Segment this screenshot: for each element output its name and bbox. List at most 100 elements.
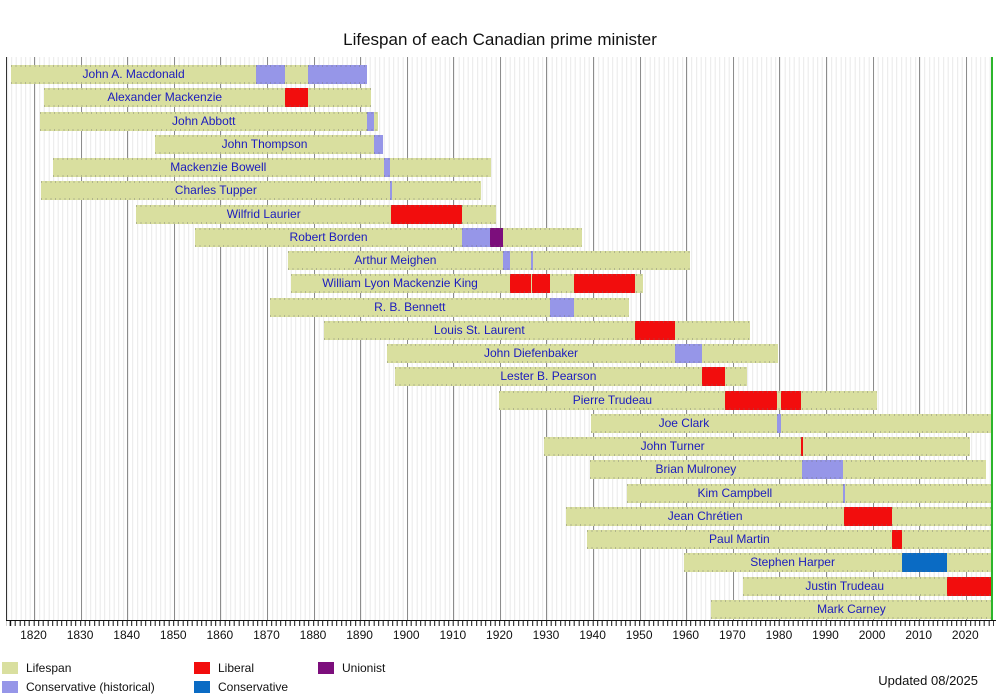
term-bar-conservative_historical bbox=[374, 134, 384, 154]
pm-name-label: Robert Borden bbox=[289, 229, 368, 244]
term-bar-liberal bbox=[946, 576, 992, 596]
lifespan-bar bbox=[323, 320, 750, 340]
term-bar-conservative_historical bbox=[390, 181, 393, 201]
lifespan-bar bbox=[587, 530, 992, 550]
pm-name-label: Arthur Meighen bbox=[354, 253, 437, 268]
x-axis-tick-label: 1880 bbox=[299, 628, 327, 642]
decade-gridline bbox=[965, 57, 967, 620]
x-axis-tick-label: 2000 bbox=[858, 628, 886, 642]
term-bar-liberal bbox=[509, 274, 531, 294]
pm-name-label: Jean Chrétien bbox=[667, 508, 743, 523]
term-bar-liberal bbox=[891, 530, 902, 550]
decade-gridline bbox=[826, 57, 828, 620]
x-axis-tick-label: 1960 bbox=[672, 628, 700, 642]
lifespan-bar bbox=[589, 460, 986, 480]
x-axis-tick-label: 1970 bbox=[718, 628, 746, 642]
lifespan-bar bbox=[387, 344, 779, 364]
pm-name-label: R. B. Bennett bbox=[374, 299, 446, 314]
pm-row: Pierre Trudeau bbox=[7, 390, 994, 410]
x-axis-tick-label: 1940 bbox=[579, 628, 606, 642]
x-axis-tick-label: 1910 bbox=[439, 628, 467, 642]
pm-name-label: John Abbott bbox=[172, 113, 236, 128]
pm-row: Stephen Harper bbox=[7, 553, 994, 573]
term-bar-liberal bbox=[531, 274, 550, 294]
pm-row: Mark Carney bbox=[7, 599, 994, 619]
term-bar-conservative_historical bbox=[255, 65, 286, 84]
x-axis-tick-label: 1870 bbox=[253, 628, 280, 642]
pm-name-label: Justin Trudeau bbox=[805, 578, 885, 593]
decade-gridline bbox=[80, 57, 82, 620]
term-bar-liberal bbox=[780, 390, 801, 410]
lifespan-bar bbox=[269, 297, 629, 317]
legend-swatch-liberal bbox=[194, 662, 210, 674]
pm-name-label: Charles Tupper bbox=[174, 183, 257, 198]
lifespan-bar bbox=[290, 274, 643, 294]
lifespan-bar bbox=[499, 390, 877, 410]
x-axis-tick-label: 1850 bbox=[159, 628, 187, 642]
pm-row: Louis St. Laurent bbox=[7, 320, 994, 340]
term-bar-conservative_historical bbox=[461, 227, 491, 247]
pm-row: John Abbott bbox=[7, 111, 994, 131]
pm-name-label: Brian Mulroney bbox=[655, 462, 737, 477]
pm-name-label: Mackenzie Bowell bbox=[170, 160, 267, 175]
x-axis-tick-label: 1930 bbox=[532, 628, 560, 642]
pm-name-label: John Thompson bbox=[221, 136, 308, 151]
lifespan-bar bbox=[742, 576, 993, 596]
legend-swatch-conservative_historical bbox=[2, 681, 18, 693]
x-axis-tick-label: 1900 bbox=[392, 628, 420, 642]
decade-gridline bbox=[872, 57, 874, 620]
term-bar-liberal bbox=[844, 506, 892, 526]
pm-row: John A. Macdonald bbox=[7, 65, 994, 84]
pm-name-label: Pierre Trudeau bbox=[572, 392, 653, 407]
legend-label: Conservative (historical) bbox=[26, 680, 155, 694]
x-axis-tick-label: 1860 bbox=[206, 628, 234, 642]
pm-row: Lester B. Pearson bbox=[7, 367, 994, 387]
lifespan-bar bbox=[40, 111, 379, 131]
chart-title: Lifespan of each Canadian prime minister bbox=[343, 30, 657, 49]
term-bar-liberal bbox=[391, 204, 462, 224]
x-axis-tick-marks bbox=[6, 621, 994, 626]
pm-name-label: Wilfrid Laurier bbox=[226, 206, 301, 221]
x-axis-tick-label: 1950 bbox=[625, 628, 653, 642]
x-axis-tick-label: 2010 bbox=[905, 628, 933, 642]
pm-name-label: Lester B. Pearson bbox=[500, 369, 597, 384]
pm-row: Alexander Mackenzie bbox=[7, 88, 994, 108]
x-axis-tick-label: 1830 bbox=[66, 628, 94, 642]
pm-name-label: Louis St. Laurent bbox=[433, 322, 525, 337]
decade-gridline bbox=[919, 57, 921, 620]
current-date-line bbox=[990, 57, 993, 620]
decade-gridline bbox=[779, 57, 781, 620]
decade-gridline bbox=[313, 57, 315, 620]
legend-item-unionist: Unionist bbox=[318, 659, 385, 677]
x-axis-tick-label: 1920 bbox=[486, 628, 513, 642]
pm-row: R. B. Bennett bbox=[7, 297, 994, 317]
legend-swatch-conservative bbox=[194, 681, 210, 693]
term-bar-conservative_historical bbox=[530, 251, 533, 271]
pm-row: John Thompson bbox=[7, 134, 994, 154]
legend-item-lifespan: Lifespan bbox=[2, 659, 194, 677]
pm-row: John Diefenbaker bbox=[7, 344, 994, 364]
term-bar-conservative_historical bbox=[801, 460, 843, 480]
legend-label: Unionist bbox=[342, 661, 386, 675]
pm-name-label: John Diefenbaker bbox=[483, 346, 579, 361]
pm-row: Charles Tupper bbox=[7, 181, 994, 201]
pm-row: Kim Campbell bbox=[7, 483, 994, 503]
pm-row: Brian Mulroney bbox=[7, 460, 994, 480]
lifespan-bar bbox=[590, 413, 993, 433]
term-bar-liberal bbox=[285, 88, 309, 108]
legend-swatch-lifespan bbox=[2, 662, 18, 674]
legend-label: Conservative bbox=[218, 680, 289, 694]
x-axis-tick-label: 1890 bbox=[346, 628, 373, 642]
term-bar-conservative_historical bbox=[367, 111, 375, 131]
pm-name-label: Mark Carney bbox=[817, 601, 886, 616]
term-bar-liberal bbox=[574, 274, 635, 294]
legend-item-liberal: Liberal bbox=[194, 659, 318, 677]
pm-row: John Turner bbox=[7, 437, 994, 457]
x-axis-tick-label: 1840 bbox=[113, 628, 141, 642]
term-bar-conservative_historical bbox=[502, 251, 510, 271]
pm-name-label: Joe Clark bbox=[658, 415, 710, 430]
pm-name-label: John Turner bbox=[640, 439, 705, 454]
x-axis-tick-label: 1820 bbox=[20, 628, 47, 642]
lifespan-bar bbox=[41, 181, 482, 201]
